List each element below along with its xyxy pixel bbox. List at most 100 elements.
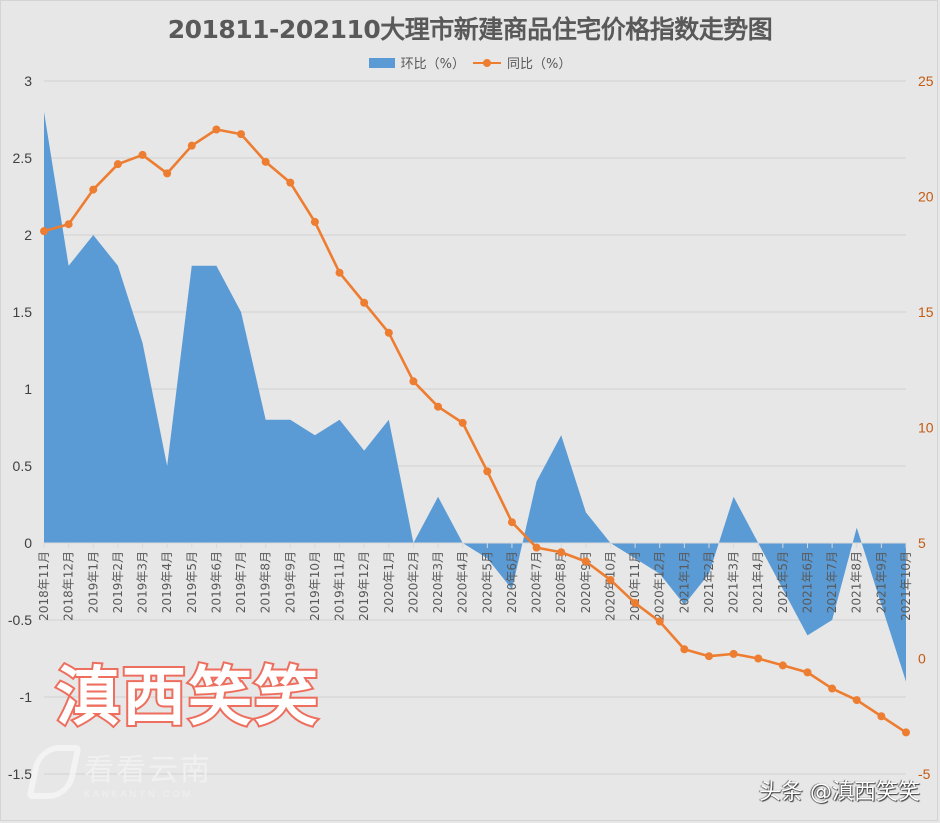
svg-text:2021年10月: 2021年10月 bbox=[899, 551, 913, 621]
svg-text:0: 0 bbox=[918, 651, 926, 667]
data-point[interactable] bbox=[655, 617, 664, 626]
data-point[interactable] bbox=[212, 125, 221, 134]
data-point[interactable] bbox=[409, 377, 418, 386]
svg-text:2019年2月: 2019年2月 bbox=[111, 551, 125, 613]
data-point[interactable] bbox=[803, 668, 812, 677]
data-point[interactable] bbox=[286, 178, 295, 187]
svg-text:2019年3月: 2019年3月 bbox=[136, 551, 150, 613]
svg-text:2019年6月: 2019年6月 bbox=[209, 551, 223, 613]
svg-text:-0.5: -0.5 bbox=[8, 612, 32, 628]
data-point[interactable] bbox=[138, 150, 147, 159]
svg-text:2021年7月: 2021年7月 bbox=[825, 551, 839, 613]
data-point[interactable] bbox=[187, 141, 196, 150]
legend-label-yoy: 同比（%） bbox=[507, 57, 572, 72]
data-point[interactable] bbox=[680, 645, 689, 654]
svg-text:2019年12月: 2019年12月 bbox=[357, 551, 371, 621]
svg-text:2020年1月: 2020年1月 bbox=[382, 551, 396, 613]
svg-text:25: 25 bbox=[918, 73, 934, 89]
yoy-line-series bbox=[40, 125, 910, 737]
data-point[interactable] bbox=[434, 402, 443, 411]
chart-title: 201811-202110大理市新建商品住宅价格指数走势图 bbox=[167, 15, 773, 44]
svg-text:2020年9月: 2020年9月 bbox=[579, 551, 593, 613]
svg-text:2018年11月: 2018年11月 bbox=[37, 551, 51, 621]
data-point[interactable] bbox=[40, 227, 48, 236]
legend-item-mom[interactable]: 环比（%） bbox=[368, 53, 465, 72]
data-point[interactable] bbox=[89, 185, 98, 194]
svg-text:2019年11月: 2019年11月 bbox=[333, 551, 347, 621]
right-axis: 25 20 15 10 5 0 -5 bbox=[918, 73, 934, 782]
data-point[interactable] bbox=[237, 130, 246, 139]
svg-text:2020年8月: 2020年8月 bbox=[554, 551, 568, 613]
svg-text:2021年9月: 2021年9月 bbox=[874, 551, 888, 613]
svg-text:2019年4月: 2019年4月 bbox=[160, 551, 174, 613]
mom-area-series bbox=[44, 111, 906, 682]
data-point[interactable] bbox=[507, 518, 516, 527]
data-point[interactable] bbox=[902, 728, 910, 737]
data-point[interactable] bbox=[754, 654, 763, 663]
svg-text:2020年2月: 2020年2月 bbox=[406, 551, 420, 613]
data-point[interactable] bbox=[581, 557, 590, 566]
svg-text:2020年12月: 2020年12月 bbox=[653, 551, 667, 621]
category-axis: 2018年11月 2018年12月 2019年1月 2019年2月 2019年3月 201… bbox=[37, 542, 913, 621]
svg-text:15: 15 bbox=[918, 304, 934, 320]
data-point[interactable] bbox=[729, 649, 738, 658]
watermark-author: 滇西笑笑 bbox=[54, 659, 320, 737]
data-point[interactable] bbox=[384, 328, 393, 337]
data-point[interactable] bbox=[778, 661, 787, 670]
data-point[interactable] bbox=[631, 599, 640, 608]
data-point[interactable] bbox=[458, 418, 467, 427]
svg-text:1: 1 bbox=[24, 381, 32, 397]
data-point[interactable] bbox=[877, 712, 886, 721]
watermark-logo-cn: 看看云南 bbox=[84, 753, 212, 788]
svg-text:1.5: 1.5 bbox=[13, 304, 33, 320]
legend-item-yoy[interactable]: 同比（%） bbox=[473, 53, 571, 72]
svg-text:2020年5月: 2020年5月 bbox=[480, 551, 494, 613]
data-point[interactable] bbox=[64, 220, 73, 229]
svg-text:2020年3月: 2020年3月 bbox=[431, 551, 445, 613]
svg-text:0.5: 0.5 bbox=[13, 458, 33, 474]
svg-text:2021年1月: 2021年1月 bbox=[677, 551, 691, 613]
svg-text:2019年9月: 2019年9月 bbox=[283, 551, 297, 613]
left-axis: 3 2.5 2 1.5 1 0.5 0 -0.5 -1 -1.5 bbox=[8, 73, 32, 782]
svg-text:2020年10月: 2020年10月 bbox=[603, 551, 617, 621]
svg-text:2: 2 bbox=[24, 227, 32, 243]
svg-text:-1.5: -1.5 bbox=[8, 766, 32, 782]
data-point[interactable] bbox=[852, 696, 861, 705]
data-point[interactable] bbox=[360, 298, 369, 307]
line-marker-swatch-icon bbox=[473, 58, 501, 68]
svg-text:20: 20 bbox=[918, 189, 934, 205]
svg-text:2019年10月: 2019年10月 bbox=[308, 551, 322, 621]
data-point[interactable] bbox=[532, 543, 541, 552]
data-point[interactable] bbox=[704, 652, 713, 661]
watermark-logo: 看看云南 KANKANYN.COM bbox=[26, 745, 212, 799]
svg-text:2021年8月: 2021年8月 bbox=[850, 551, 864, 613]
svg-text:10: 10 bbox=[918, 420, 934, 436]
data-point[interactable] bbox=[557, 548, 566, 557]
data-point[interactable] bbox=[606, 575, 615, 584]
svg-text:2020年6月: 2020年6月 bbox=[505, 551, 519, 613]
svg-text:2019年1月: 2019年1月 bbox=[86, 551, 100, 613]
data-point[interactable] bbox=[335, 268, 344, 277]
watermark-logo-en: KANKANYN.COM bbox=[84, 789, 194, 799]
data-point[interactable] bbox=[310, 217, 319, 226]
data-point[interactable] bbox=[113, 160, 122, 169]
svg-text:2019年7月: 2019年7月 bbox=[234, 551, 248, 613]
area-swatch-icon bbox=[368, 57, 395, 68]
data-point[interactable] bbox=[163, 169, 172, 178]
svg-text:0: 0 bbox=[24, 535, 32, 551]
svg-text:2021年4月: 2021年4月 bbox=[751, 551, 765, 613]
svg-text:2018年12月: 2018年12月 bbox=[62, 551, 76, 621]
svg-text:5: 5 bbox=[918, 535, 926, 551]
svg-text:2021年2月: 2021年2月 bbox=[702, 551, 716, 613]
svg-text:2019年5月: 2019年5月 bbox=[185, 551, 199, 613]
svg-text:2.5: 2.5 bbox=[13, 150, 33, 166]
legend-label-mom: 环比（%） bbox=[400, 57, 465, 72]
data-point[interactable] bbox=[483, 467, 492, 476]
svg-text:2021年6月: 2021年6月 bbox=[800, 551, 814, 613]
svg-text:-1: -1 bbox=[20, 689, 33, 705]
svg-text:2019年8月: 2019年8月 bbox=[259, 551, 273, 613]
data-point[interactable] bbox=[261, 157, 270, 166]
data-point[interactable] bbox=[828, 684, 837, 693]
